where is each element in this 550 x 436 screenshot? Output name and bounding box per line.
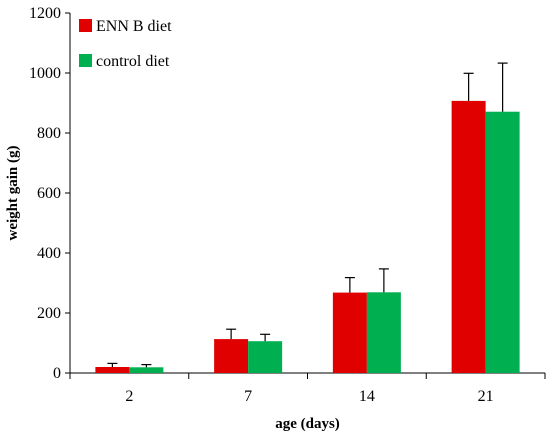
- y-tick-label: 1200: [29, 5, 61, 22]
- bar-enn-b-2: [95, 367, 130, 373]
- y-tick-label: 1000: [29, 65, 61, 82]
- bar-enn-b-7: [214, 339, 249, 373]
- legend: ENN B diet control diet: [79, 18, 172, 70]
- bars-group: [95, 100, 520, 374]
- y-tick-label: 400: [37, 245, 61, 262]
- y-axis-title: weight gain (g): [5, 146, 21, 241]
- legend-swatch-enn-b: [79, 19, 92, 32]
- bar-control-14: [366, 292, 401, 373]
- y-tick-label: 800: [37, 125, 61, 142]
- bar-control-21: [485, 111, 520, 373]
- bar-control-2: [129, 367, 164, 373]
- x-tick-label: 21: [478, 388, 494, 405]
- bar-enn-b-14: [332, 292, 367, 373]
- error-bars-group: [107, 62, 508, 368]
- bar-enn-b-21: [451, 100, 486, 374]
- y-tick-label: 200: [37, 305, 61, 322]
- x-axis-ticks: 2 7 14 21: [69, 373, 546, 405]
- x-axis-title: age (days): [275, 416, 340, 432]
- bar-control-7: [248, 341, 283, 373]
- x-tick-label: 7: [244, 388, 252, 405]
- x-tick-label: 14: [359, 388, 375, 405]
- y-tick-label: 600: [37, 185, 61, 202]
- legend-swatch-control: [79, 54, 92, 67]
- legend-label-enn-b: ENN B diet: [96, 18, 172, 35]
- y-axis-ticks: 0 200 400 600 800 1000 1200: [29, 5, 70, 382]
- legend-label-control: control diet: [96, 53, 170, 70]
- y-tick-label: 0: [53, 365, 61, 382]
- x-tick-label: 2: [125, 388, 133, 405]
